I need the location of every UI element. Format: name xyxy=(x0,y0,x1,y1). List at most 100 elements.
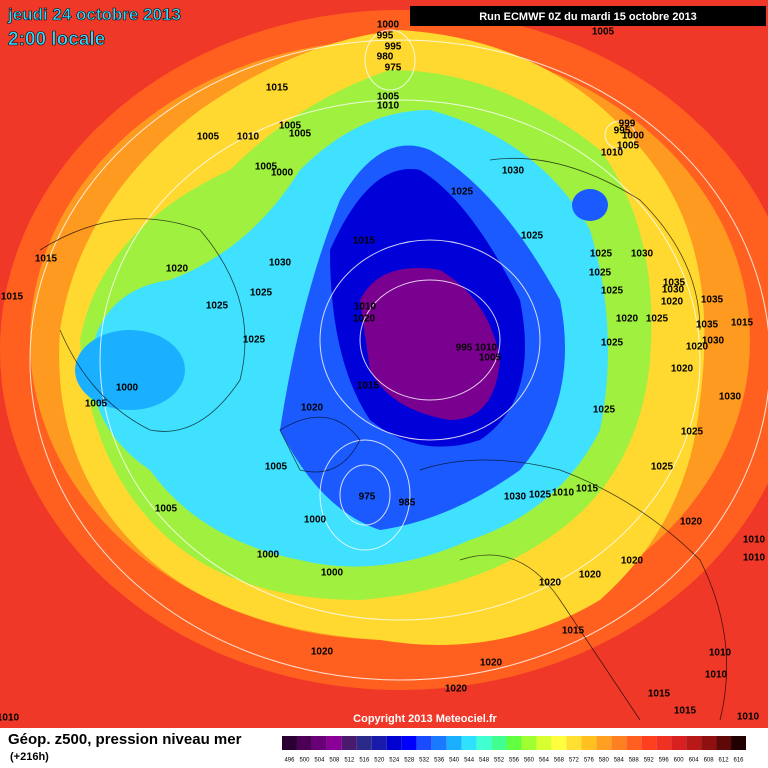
legend-swatch xyxy=(566,736,582,750)
legend-swatch xyxy=(431,736,447,750)
legend-swatch xyxy=(701,736,717,750)
legend-label: 524 xyxy=(389,758,400,764)
isobar-label: 1000 xyxy=(271,168,294,179)
isobar-label: 995 xyxy=(614,126,631,137)
isobar-label: 1015 xyxy=(648,689,671,700)
isobar-label: 1005 xyxy=(479,353,502,364)
legend-label: 564 xyxy=(539,758,550,764)
legend-label: 528 xyxy=(404,758,415,764)
legend-swatch xyxy=(521,736,537,750)
legend-swatch xyxy=(641,736,657,750)
legend-swatch xyxy=(386,736,402,750)
run-banner xyxy=(410,6,766,26)
legend-label: 496 xyxy=(284,758,295,764)
legend-swatch xyxy=(611,736,627,750)
isobar-label: 1020 xyxy=(680,517,703,528)
isobar-label: 1005 xyxy=(592,27,615,38)
isobar-label: 1025 xyxy=(243,335,266,346)
legend-label: 612 xyxy=(719,758,730,764)
lead-time: (+216h) xyxy=(10,751,49,763)
legend-label: 576 xyxy=(584,758,595,764)
isobar-label: 1015 xyxy=(576,484,599,495)
isobar-label: 1020 xyxy=(166,264,189,275)
isobar-label: 1010 xyxy=(0,713,20,724)
isobar-label: 1005 xyxy=(289,129,312,140)
isobar-label: 1015 xyxy=(35,254,58,265)
isobar-label: 1000 xyxy=(377,20,400,31)
legend-swatch xyxy=(476,736,492,750)
legend-label: 600 xyxy=(674,758,685,764)
legend-swatch xyxy=(326,736,342,750)
legend-swatch xyxy=(551,736,567,750)
isobar-label: 1020 xyxy=(661,297,684,308)
legend-label: 552 xyxy=(494,758,505,764)
legend-label: 536 xyxy=(434,758,445,764)
isobar-label: 1000 xyxy=(116,383,139,394)
isobar-label: 1020 xyxy=(539,578,562,589)
isobar-label: 1005 xyxy=(155,504,178,515)
legend-swatch xyxy=(282,736,297,750)
legend-label: 508 xyxy=(329,758,340,764)
legend-swatch xyxy=(581,736,597,750)
legend-label: 588 xyxy=(629,758,640,764)
legend: 496 500 504 508 512 516 520 524 528 532 536 540 544 5… xyxy=(282,736,746,764)
isobar-label: 1035 xyxy=(696,320,719,331)
isobar-label: 1010 xyxy=(601,148,624,159)
legend-swatch xyxy=(461,736,477,750)
isobar-label: 1010 xyxy=(237,132,260,143)
isobar-label: 1025 xyxy=(646,314,669,325)
isobar-label: 1025 xyxy=(250,288,273,299)
isobar-label: 999 xyxy=(619,119,636,130)
isobar-label: 1030 xyxy=(702,336,725,347)
isobar-label: 1005 xyxy=(265,462,288,473)
isobar-label: 975 xyxy=(385,63,402,74)
isobar-label: 975 xyxy=(359,492,376,503)
isobar-label: 1005 xyxy=(255,162,278,173)
isobar-label: 1025 xyxy=(651,462,674,473)
legend-label: 608 xyxy=(704,758,715,764)
isobar-label: 1000 xyxy=(622,131,645,142)
isobar-label: 1010 xyxy=(743,535,766,546)
isobar-label: 1015 xyxy=(674,706,697,717)
isobar-label: 1020 xyxy=(579,570,602,581)
legend-label: 604 xyxy=(689,758,700,764)
isobar-label: 1025 xyxy=(681,427,704,438)
isobar-label: 1015 xyxy=(562,626,585,637)
legend-swatch xyxy=(671,736,687,750)
product-title: Géop. z500, pression niveau mer xyxy=(8,731,242,748)
isobar-label: 1025 xyxy=(601,286,624,297)
isobar-label: 1025 xyxy=(601,338,624,349)
legend-label: 560 xyxy=(524,758,535,764)
legend-swatch xyxy=(596,736,612,750)
isobar-label: 1000 xyxy=(321,568,344,579)
isobar-label: 1015 xyxy=(731,318,754,329)
legend-label: 504 xyxy=(314,758,325,764)
isobar-label: 1000 xyxy=(257,550,280,561)
isobar-label: 1015 xyxy=(1,292,24,303)
legend-swatch xyxy=(716,736,732,750)
isobar-label: 1010 xyxy=(737,712,760,723)
legend-swatch xyxy=(536,736,552,750)
isobar-label: 1010 xyxy=(377,101,400,112)
isobar-label: 1030 xyxy=(719,392,742,403)
legend-label: 540 xyxy=(449,758,460,764)
isobar-label: 1015 xyxy=(266,83,289,94)
isobar-label: 1005 xyxy=(377,92,400,103)
isobar-label: 1020 xyxy=(671,364,694,375)
isobar-label: 1020 xyxy=(301,403,324,414)
legend-swatch xyxy=(341,736,357,750)
isobar-label: 1015 xyxy=(353,236,376,247)
isobar-label: 1030 xyxy=(504,492,527,503)
legend-label: 500 xyxy=(299,758,310,764)
isobar-label: 1010 xyxy=(475,343,498,354)
isobar-label: 1010 xyxy=(709,648,732,659)
isobar-label: 1030 xyxy=(269,258,292,269)
isobar-label: 1005 xyxy=(279,121,302,132)
isobar-label: 1020 xyxy=(686,342,709,353)
isobar-label: 1020 xyxy=(353,314,376,325)
isobar-label: 1025 xyxy=(521,231,544,242)
legend-swatch xyxy=(506,736,522,750)
isobar-label: 995 xyxy=(377,31,394,42)
